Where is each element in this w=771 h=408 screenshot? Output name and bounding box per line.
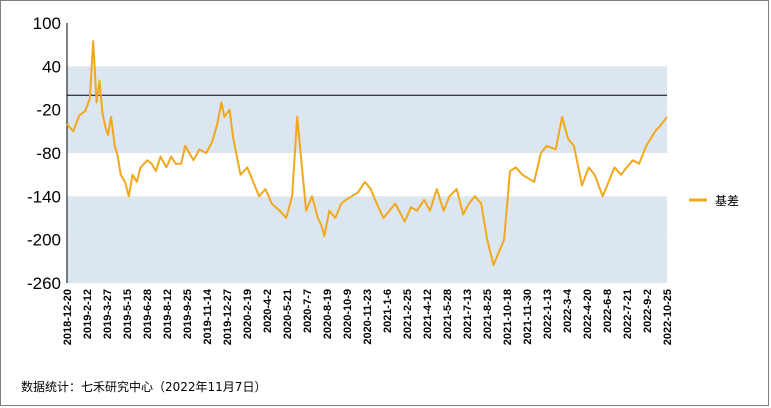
- x-tick-label: 2022-6-8: [602, 289, 614, 333]
- x-tick-label: 2021-7-13: [462, 289, 474, 339]
- series-line-basis: [66, 40, 668, 266]
- x-tick-label: 2019-12-27: [222, 289, 234, 345]
- y-tick-label: 40: [42, 57, 61, 76]
- x-tick-label: 2022-7-21: [622, 289, 634, 339]
- x-tick-label: 2019-5-15: [122, 289, 134, 339]
- y-tick-label: -20: [36, 101, 61, 120]
- x-tick-label: 2020-5-21: [282, 289, 294, 339]
- x-tick-label: 2019-11-14: [202, 288, 214, 345]
- x-tick-label: 2018-12-20: [62, 289, 74, 345]
- x-tick-label: 2021-8-25: [482, 289, 494, 339]
- shaded-band: [67, 109, 667, 153]
- y-tick-label: -200: [27, 231, 61, 250]
- x-tick-label: 2020-10-9: [342, 289, 354, 339]
- x-tick-label: 2022-10-25: [662, 289, 674, 345]
- x-axis-ticks: 2018-12-20 2019-2-12 2019-3-27 2019-5-15 201…: [62, 288, 674, 345]
- x-tick-label: 2022-4-20: [582, 289, 594, 339]
- x-tick-label: 2019-8-12: [162, 289, 174, 339]
- x-tick-label: 2021-1-6: [382, 289, 394, 333]
- x-tick-label: 2019-2-12: [82, 289, 94, 339]
- shaded-band: [67, 196, 667, 240]
- x-tick-label: 2020-11-23: [362, 289, 374, 345]
- x-tick-label: 2021-10-18: [502, 289, 514, 345]
- y-tick-label: -80: [36, 144, 61, 163]
- x-tick-label: 2020-2-19: [242, 289, 254, 339]
- y-tick-label: 100: [33, 14, 61, 33]
- x-tick-label: 2022-3-4: [562, 288, 574, 333]
- x-tick-label: 2020-4-2: [262, 289, 274, 333]
- shaded-band: [67, 239, 667, 283]
- x-tick-label: 2019-9-25: [182, 289, 194, 339]
- x-tick-label: 2019-3-27: [102, 289, 114, 339]
- legend-label: 基差: [715, 194, 739, 208]
- x-tick-label: 2022-9-2: [642, 289, 654, 333]
- y-axis-ticks: 100 40 -20 -80 -140 -200 -260: [27, 14, 61, 293]
- legend: 基差: [689, 194, 739, 208]
- x-tick-label: 2019-6-28: [142, 289, 154, 339]
- x-tick-label: 2021-4-12: [422, 289, 434, 339]
- source-note: 数据统计：七禾研究中心（2022年11月7日）: [21, 380, 267, 394]
- shaded-band: [67, 66, 667, 110]
- x-tick-label: 2022-1-13: [542, 289, 554, 339]
- x-tick-label: 2020-8-19: [322, 289, 334, 339]
- x-tick-label: 2021-5-28: [442, 289, 454, 339]
- y-tick-label: -140: [27, 187, 61, 206]
- x-tick-label: 2020-7-7: [302, 289, 314, 333]
- x-tick-label: 2021-2-25: [402, 289, 414, 339]
- x-tick-label: 2021-11-30: [522, 289, 534, 345]
- shaded-bands: [67, 66, 667, 283]
- y-tick-label: -260: [27, 274, 61, 293]
